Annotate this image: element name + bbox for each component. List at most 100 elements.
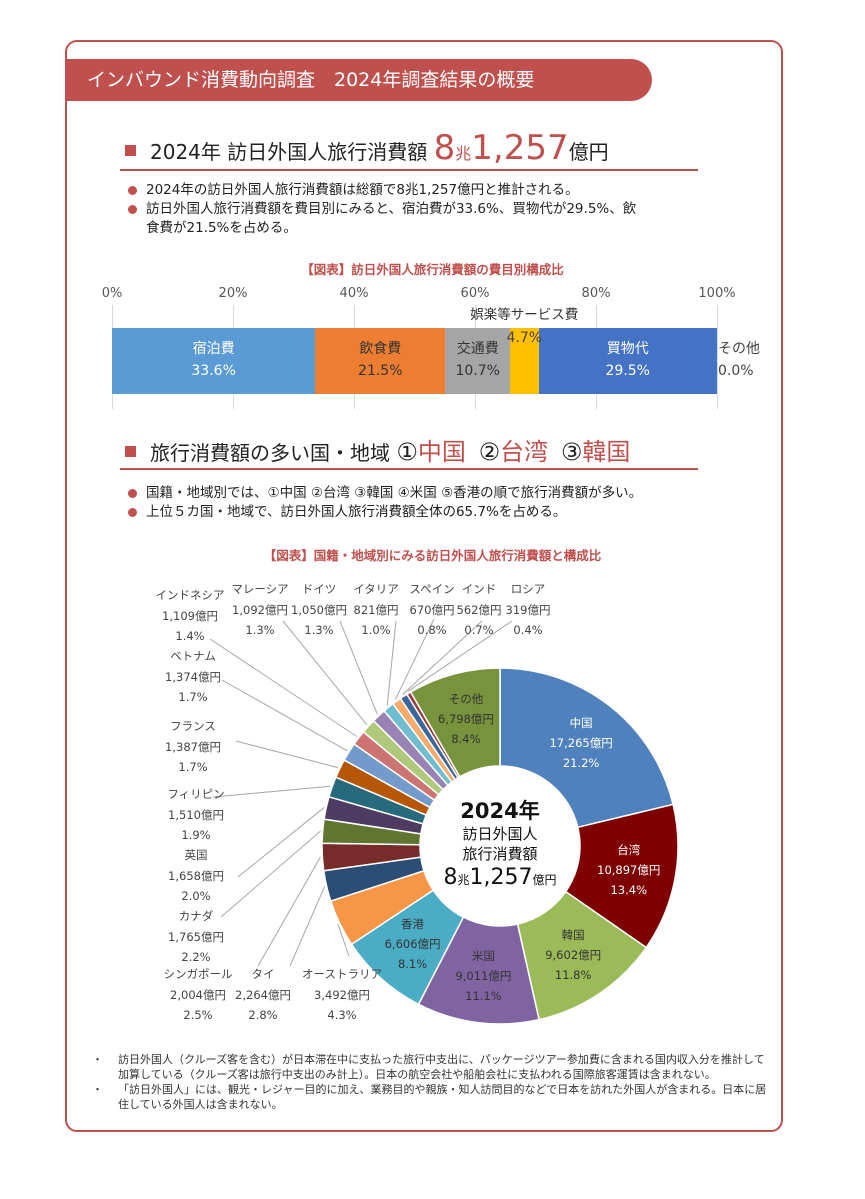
leader-line	[289, 886, 326, 967]
footnotes: 訪日外国人（クルーズ客を含む）が日本滞在中に支払った旅行中支出に、パッケージツア…	[92, 1052, 772, 1112]
slice-pct: 11.8%	[554, 967, 592, 982]
slice-pct: 1.7%	[178, 760, 208, 774]
slice-name: フランス	[170, 719, 216, 733]
axis-tick-label: 80%	[581, 286, 611, 301]
leader-line	[339, 620, 378, 715]
page-banner: インバウンド消費動向調査 2024年調査結果の概要	[65, 59, 652, 101]
slice-label: 中国 17,265億円 21.2%	[549, 713, 612, 773]
slice-amount: 1,510億円	[168, 807, 224, 822]
slice-pct: 1.7%	[178, 690, 208, 704]
slice-pct: 1.9%	[181, 828, 211, 842]
bar-label-name: 宿泊費	[192, 341, 235, 357]
slice-name: インド	[461, 582, 497, 596]
square-bullet-icon	[125, 446, 136, 457]
slice-amount: 10,897億円	[597, 863, 661, 878]
section2-bullets: 国籍・地域別では、①中国 ②台湾 ③韓国 ④米国 ⑤香港の順で旅行消費額が多い。…	[128, 484, 642, 522]
slice-label: オーストラリア 3,492億円 4.3%	[302, 964, 382, 1026]
slice-name: マレーシア	[231, 582, 289, 596]
slice-pct: 2.2%	[181, 950, 211, 964]
section1-heading: 2024年 訪日外国人旅行消費額 8兆1,257億円	[125, 128, 609, 168]
slice-name: カナダ	[178, 909, 214, 923]
rank1-country: 中国	[417, 438, 466, 466]
stacked-bar: 宿泊費 33.6% 飲食費 21.5% 交通費 10.7% 買物代 29.5%	[112, 328, 717, 394]
slice-name: 英国	[184, 848, 208, 862]
axis-tick-label: 100%	[698, 286, 736, 301]
rank3-country: 韓国	[582, 438, 631, 466]
slice-name: 中国	[569, 716, 593, 731]
slice-pct: 0.8%	[417, 623, 447, 637]
slice-name: タイ	[251, 967, 275, 981]
leader-line	[257, 856, 321, 967]
slice-amount: 670億円	[409, 602, 455, 617]
footnote-item: 訪日外国人（クルーズ客を含む）が日本滞在中に支払った旅行中支出に、パッケージツア…	[92, 1052, 772, 1082]
slice-name: その他	[448, 692, 484, 707]
bar-label-value: 33.6%	[191, 363, 236, 379]
leader-line	[209, 638, 358, 738]
slice-amount: 319億円	[505, 602, 551, 617]
bullet-item: 訪日外国人旅行消費額を費目別にみると、宿泊費が33.6%、買物代が29.5%、飲	[128, 200, 636, 219]
leader-line	[220, 830, 321, 918]
leader-line	[235, 740, 339, 769]
bullet-item: 上位５カ国・地域で、訪日外国人旅行消費額全体の65.7%を占める。	[128, 503, 642, 522]
total-trillions: 8	[433, 128, 456, 168]
leader-line	[212, 785, 331, 798]
slice-label: ベトナム 1,374億円 1.7%	[165, 646, 221, 708]
slice-pct: 1.3%	[304, 623, 334, 637]
slice-label: 香港 6,606億円 8.1%	[385, 914, 441, 974]
total-oku: 1,257	[471, 128, 569, 168]
axis-tick-label: 40%	[339, 286, 369, 301]
bar-label-value: 21.5%	[358, 363, 403, 379]
slice-label: 英国 1,658億円 2.0%	[168, 845, 224, 907]
section1-bullets: 2024年の訪日外国人旅行消費額は総額で8兆1,257億円と推計される。 訪日外…	[128, 181, 636, 238]
slice-name: 韓国	[561, 927, 585, 942]
center-num1: 8	[443, 865, 458, 890]
total-unit-okuen: 億円	[568, 140, 609, 164]
slice-name: 台湾	[617, 843, 641, 858]
slice-name: ベトナム	[170, 649, 216, 663]
gridline	[717, 305, 718, 409]
slice-amount: 1,387億円	[165, 739, 221, 754]
bar-label-value: 4.7%	[506, 330, 543, 346]
section2-heading-text: 旅行消費額の多い国・地域	[150, 441, 397, 465]
bar-label-name: その他	[718, 341, 760, 357]
slice-name: インドネシア	[155, 588, 225, 602]
slice-pct: 2.0%	[181, 889, 211, 903]
leader-line	[337, 924, 350, 957]
bar-segment: 買物代 29.5%	[538, 328, 717, 394]
slice-name: スペイン	[409, 582, 455, 596]
bar-label-value: 10.7%	[455, 363, 500, 379]
slice-amount: 1,658億円	[168, 868, 224, 883]
center-year: 2024年	[460, 799, 540, 823]
slice-label: フランス 1,387億円 1.7%	[165, 716, 221, 778]
slice-amount: 1,109億円	[162, 608, 218, 623]
leader-line	[282, 620, 368, 726]
slice-amount: 821億円	[353, 602, 399, 617]
slice-name: オーストラリア	[302, 967, 382, 981]
slice-amount: 1,092億円	[232, 602, 288, 617]
slice-label: カナダ 1,765億円 2.2%	[168, 906, 224, 968]
slice-label: 台湾 10,897億円 13.4%	[597, 840, 660, 900]
section2-rule	[120, 468, 698, 470]
bullet-item: 国籍・地域別では、①中国 ②台湾 ③韓国 ④米国 ⑤香港の順で旅行消費額が多い。	[128, 484, 642, 503]
slice-name: イタリア	[353, 582, 399, 596]
axis-tick-label: 20%	[218, 286, 248, 301]
slice-amount: 1,765億円	[168, 929, 224, 944]
leader-line	[402, 620, 483, 696]
slice-label: インド 562億円 0.7%	[457, 579, 502, 641]
bar-label-name: 飲食費	[359, 341, 402, 357]
bullet-item: 2024年の訪日外国人旅行消費額は総額で8兆1,257億円と推計される。	[128, 181, 636, 200]
center-line2: 旅行消費額	[462, 845, 538, 863]
section1-heading-text: 2024年 訪日外国人旅行消費額	[150, 140, 434, 164]
bullet-continuation: 食費が21.5%を占める。	[146, 220, 297, 236]
leader-line	[386, 620, 397, 706]
bar-label-name: 娯楽等サービス費	[470, 307, 579, 323]
bar-segment: 交通費 10.7%	[445, 328, 511, 394]
axis-tick-label: 0%	[101, 286, 123, 301]
slice-pct: 13.4%	[610, 883, 648, 898]
slice-name: 香港	[401, 916, 425, 931]
donut-center-text: 2024年 訪日外国人 旅行消費額 8兆1,257億円	[443, 798, 556, 894]
slice-label: ドイツ 1,050億円 1.3%	[291, 579, 347, 641]
bar-label-name: 交通費	[456, 341, 499, 357]
center-value: 8兆1,257億円	[443, 864, 556, 894]
